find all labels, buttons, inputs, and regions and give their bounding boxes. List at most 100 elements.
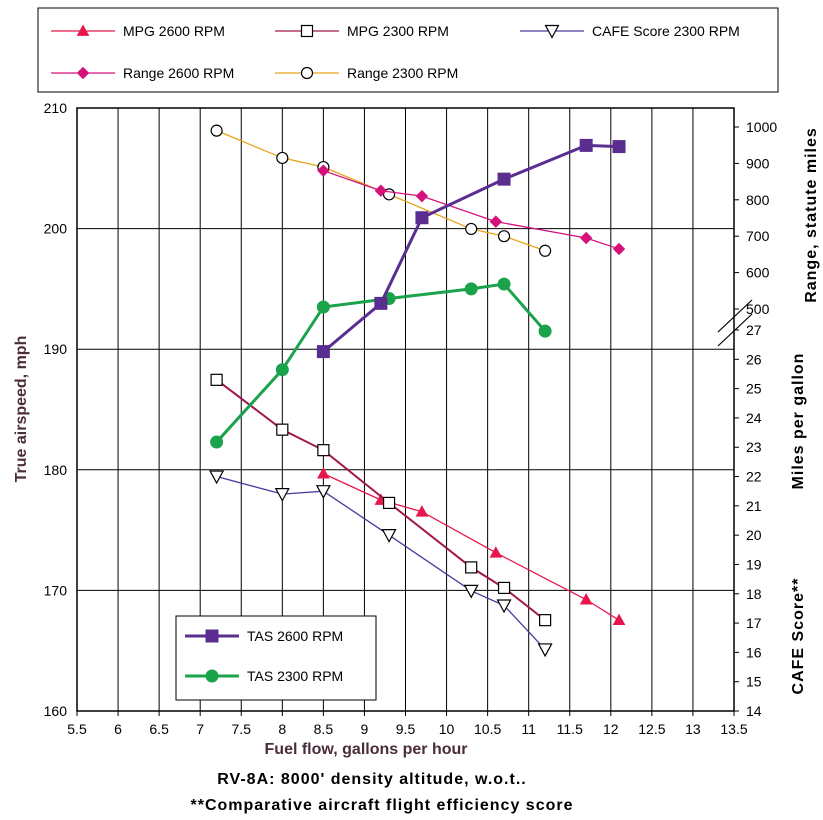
legend-swatch-marker	[205, 629, 219, 643]
series-cafe-score-2300-rpm	[209, 470, 553, 658]
x-tick-label: 10	[439, 721, 455, 737]
legend-swatch-marker	[76, 66, 90, 80]
x-tick-label: 6.5	[149, 721, 169, 737]
series	[209, 124, 626, 658]
data-point	[539, 614, 552, 627]
data-point	[275, 363, 289, 377]
x-tick-label: 7.5	[232, 721, 252, 737]
y-right-range-tick-label: 900	[746, 155, 770, 171]
series-line	[322, 143, 620, 353]
legend-label: TAS 2600 RPM	[247, 628, 343, 644]
data-point	[317, 467, 330, 479]
tick-labels: 5.5 6 6.5 7 7.5 8 8.5 9 9.5 10 10.5 11 11.5 12 12.5 13 1…	[44, 100, 778, 737]
axis-break-mark	[717, 299, 753, 347]
y-right-mpg-tick-label: 17	[746, 615, 762, 631]
x-tick-label: 8.5	[314, 721, 334, 737]
data-point	[579, 593, 593, 605]
x-tick-label: 8	[278, 721, 286, 737]
data-point	[464, 282, 478, 296]
x-tick-label: 5.5	[67, 721, 87, 737]
legend-label: Range 2300 RPM	[347, 65, 458, 81]
caption-line-2: **Comparative aircraft flight efficiency…	[190, 797, 573, 814]
x-tick-label: 6	[114, 721, 122, 737]
data-point	[612, 613, 626, 626]
y-right-mpg-tick-label: 27	[746, 322, 762, 338]
legend-swatch-marker	[300, 66, 314, 80]
legend-entry: Range 2300 RPM	[275, 65, 458, 81]
top-legend-entries: MPG 2600 RPM MPG 2300 RPM CAFE Score 2300 …	[51, 23, 740, 81]
series-tas-2600-rpm	[316, 138, 626, 359]
data-point	[374, 184, 388, 197]
data-point	[497, 277, 511, 291]
data-point	[463, 584, 479, 599]
y-axis-right-mpg-title: Miles per gallon	[790, 353, 807, 490]
data-point	[489, 215, 503, 228]
data-point	[489, 546, 503, 558]
data-point	[381, 529, 397, 543]
data-point	[539, 244, 552, 257]
data-point	[465, 561, 478, 574]
data-point	[210, 435, 224, 449]
y-left-tick-label: 200	[44, 221, 68, 237]
y-left-tick-label: 190	[44, 341, 68, 357]
data-point	[415, 505, 429, 517]
y-right-mpg-tick-label: 14	[746, 703, 762, 719]
data-point	[612, 140, 626, 154]
data-point	[374, 296, 388, 310]
legend-entry: CAFE Score 2300 RPM	[520, 23, 740, 39]
x-tick-label: 7	[196, 721, 204, 737]
y-right-range-tick-label: 1000	[746, 119, 777, 135]
y-right-mpg-tick-label: 23	[746, 439, 762, 455]
y-axis-right-range-title: Range, statute miles	[803, 127, 820, 303]
y-right-mpg-tick-label: 16	[746, 644, 762, 660]
x-tick-label: 11	[521, 721, 536, 737]
x-tick-label: 9.5	[396, 721, 416, 737]
data-point	[382, 496, 396, 510]
data-point	[538, 324, 552, 338]
y-axis-left-title: True airspeed, mph	[13, 336, 30, 483]
y-right-mpg-tick-label: 26	[746, 351, 762, 367]
data-point	[612, 242, 626, 256]
data-point	[210, 124, 223, 137]
y-left-tick-label: 160	[44, 703, 68, 719]
legend-label: CAFE Score 2300 RPM	[592, 23, 740, 39]
y-right-range-tick-label: 800	[746, 192, 770, 208]
data-point	[497, 581, 511, 595]
x-tick-label: 12.5	[638, 721, 665, 737]
data-point	[317, 164, 330, 177]
data-point	[496, 599, 512, 614]
top-legend	[37, 7, 779, 93]
x-tick-label: 13	[685, 721, 701, 737]
y-right-range-tick-label: 700	[746, 228, 770, 244]
data-point	[274, 488, 290, 502]
x-tick-label: 11.5	[557, 721, 583, 737]
data-point	[210, 373, 223, 386]
series-line	[323, 170, 620, 250]
x-tick-label: 12	[603, 721, 619, 737]
legend-label: Range 2600 RPM	[123, 65, 234, 81]
legend-entry: TAS 2300 RPM	[185, 668, 343, 684]
data-point	[415, 211, 429, 225]
caption-line-1: RV-8A: 8000' density altitude, w.o.t..	[217, 771, 526, 788]
data-point	[276, 151, 289, 165]
data-point	[315, 485, 331, 499]
legend-swatch-marker	[300, 24, 314, 38]
legend-swatch-marker	[544, 24, 560, 39]
data-point	[276, 423, 289, 436]
y-right-mpg-tick-label: 24	[746, 410, 762, 426]
y-left-tick-label: 210	[44, 100, 68, 116]
x-axis-title: Fuel flow, gallons per hour	[265, 741, 468, 758]
y-right-range-tick-label: 500	[746, 301, 770, 317]
legend-label: MPG 2300 RPM	[347, 23, 449, 39]
series-range-2600-rpm	[317, 164, 626, 256]
y-right-mpg-tick-label: 19	[746, 556, 762, 572]
data-point	[537, 643, 553, 658]
legend-swatch-marker	[205, 669, 219, 683]
y-right-mpg-tick-label: 20	[746, 527, 762, 543]
data-point	[316, 300, 330, 314]
x-tick-label: 10.5	[474, 721, 501, 737]
data-point	[579, 231, 593, 245]
data-point	[579, 138, 593, 152]
y-right-mpg-tick-label: 18	[746, 586, 762, 602]
